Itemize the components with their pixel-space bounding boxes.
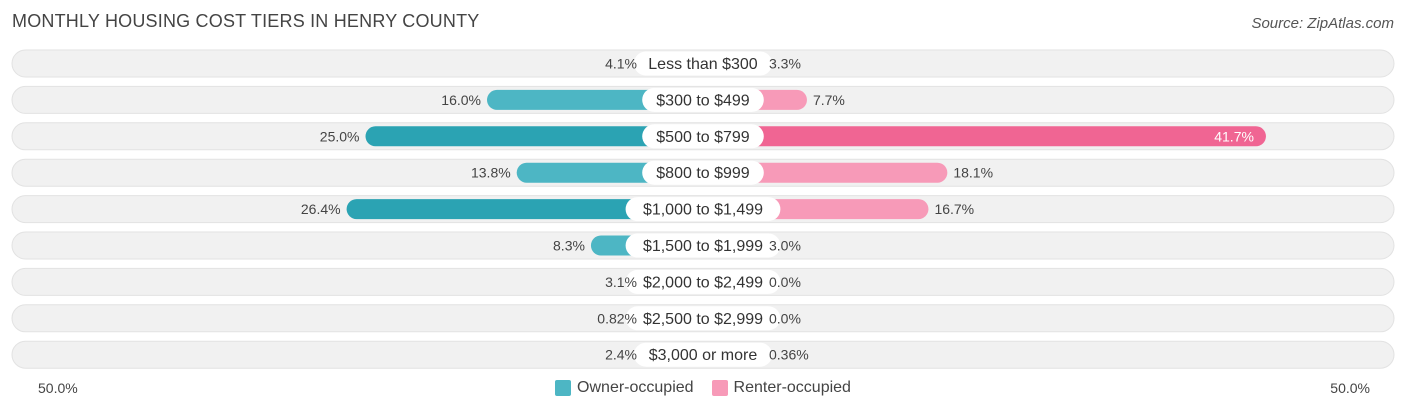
renter-swatch — [711, 380, 728, 396]
renter-value-label: 0.0% — [769, 310, 801, 326]
owner-value-label: 0.82% — [597, 310, 637, 326]
category-label-bg — [633, 342, 773, 367]
owner-value-label: 3.1% — [605, 274, 637, 290]
chart-title: MONTHLY HOUSING COST TIERS IN HENRY COUN… — [12, 11, 480, 31]
renter-value-label: 0.0% — [769, 274, 801, 290]
category-label: $500 to $799 — [656, 129, 750, 146]
owner-value-label: 13.8% — [471, 165, 511, 181]
category-label-bg — [625, 269, 781, 294]
renter-value-label: 16.7% — [934, 201, 974, 217]
category-label: Less than $300 — [648, 56, 758, 73]
category-label-bg — [625, 306, 781, 331]
owner-value-label: 25.0% — [320, 128, 360, 144]
category-label-bg — [625, 197, 781, 222]
renter-value-label: 3.3% — [769, 56, 801, 72]
renter-value-label: 41.7% — [1214, 128, 1254, 144]
owner-value-label: 4.1% — [605, 56, 637, 72]
axis-left-label: 50.0% — [38, 380, 78, 396]
owner-value-label: 26.4% — [301, 201, 341, 217]
category-label: $1,500 to $1,999 — [643, 238, 763, 255]
category-label-bg — [642, 87, 764, 112]
renter-value-label: 7.7% — [813, 92, 845, 108]
renter-value-label: 0.36% — [769, 347, 809, 363]
category-label: $3,000 or more — [649, 347, 758, 364]
legend: Owner-occupied Renter-occupied — [0, 379, 1406, 397]
category-label-bg — [633, 51, 773, 76]
owner-bar — [346, 199, 703, 220]
category-label: $300 to $499 — [656, 92, 750, 109]
category-label-bg — [642, 160, 764, 185]
renter-value-label: 3.0% — [769, 238, 801, 254]
category-label: $800 to $999 — [656, 165, 750, 182]
category-label: $2,000 to $2,499 — [643, 274, 763, 291]
owner-swatch — [555, 380, 572, 396]
legend-item-renter: Renter-occupied — [711, 379, 851, 397]
renter-bar — [703, 126, 1266, 147]
owner-bar — [365, 126, 703, 147]
owner-value-label: 8.3% — [553, 238, 585, 254]
owner-value-label: 16.0% — [441, 92, 481, 108]
source-credit: Source: ZipAtlas.com — [1251, 15, 1394, 32]
renter-bar — [703, 162, 948, 183]
renter-value-label: 18.1% — [953, 165, 993, 181]
axis-right-label: 50.0% — [1330, 380, 1370, 396]
category-label-bg — [642, 124, 764, 149]
category-label: $1,000 to $1,499 — [643, 202, 763, 219]
legend-owner-label: Owner-occupied — [577, 379, 694, 396]
legend-renter-label: Renter-occupied — [733, 379, 851, 396]
category-label-bg — [625, 233, 781, 258]
legend-item-owner: Owner-occupied — [555, 379, 694, 397]
owner-value-label: 2.4% — [605, 347, 637, 363]
category-label: $2,500 to $2,999 — [643, 311, 763, 328]
